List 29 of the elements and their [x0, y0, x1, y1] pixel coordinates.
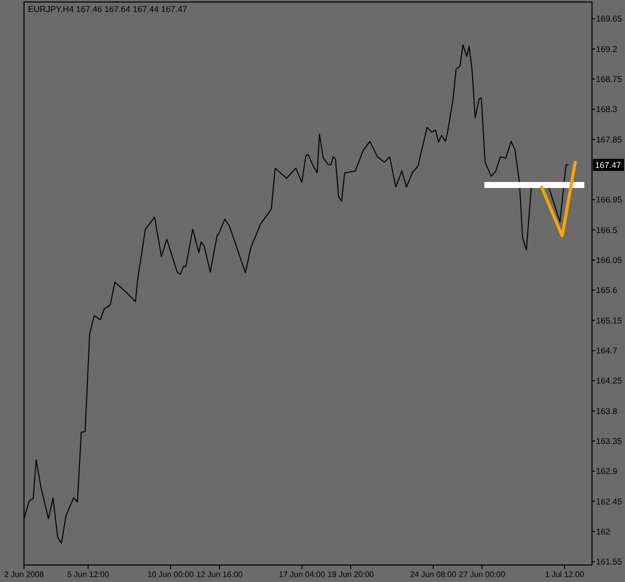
- y-tick-label: 164.7: [596, 346, 618, 356]
- x-tick-label: 1 Jul 12:00: [544, 570, 585, 579]
- y-tick-label: 168.3: [596, 104, 618, 114]
- y-tick-label: 169.2: [596, 44, 618, 54]
- x-tick-label: 12 Jun 16:00: [196, 570, 244, 579]
- x-tick-label: 24 Jun 08:00: [410, 570, 457, 579]
- y-tick-label: 166.95: [596, 194, 622, 205]
- y-tick-label: 166.05: [596, 255, 622, 266]
- y-tick-label: 163.35: [596, 436, 622, 446]
- x-tick-label: 10 Jun 00:00: [147, 570, 194, 579]
- chart-title: EURJPY,H4 167.46 167.64 167.44 167.47: [28, 4, 188, 14]
- y-tick-label: 163.8: [596, 406, 618, 416]
- y-tick-label: 162.9: [596, 466, 618, 476]
- y-tick-label: 165.15: [596, 315, 622, 326]
- y-tick-label: 166.5: [596, 224, 618, 235]
- x-tick-label: 17 Jun 04:00: [278, 570, 326, 579]
- y-tick-label: 169.65: [596, 14, 622, 24]
- x-tick-label: 27 Jun 00:00: [458, 570, 506, 579]
- y-tick-label: 168.75: [596, 74, 622, 84]
- y-tick-label: 164.25: [596, 376, 622, 386]
- y-tick-label: 165.6: [596, 285, 618, 296]
- y-tick-label: 162.45: [596, 496, 622, 506]
- x-tick-label: 19 Jun 20:00: [328, 570, 374, 579]
- y-tick-label: 161.55: [596, 556, 622, 567]
- text: 167.47: [595, 160, 622, 170]
- x-tick-label: 2 Jun 2008: [4, 570, 44, 579]
- y-tick-label: 167.85: [596, 134, 622, 144]
- x-tick-label: 5 Jun 12:00: [67, 570, 110, 579]
- y-tick-label: 162: [596, 526, 610, 536]
